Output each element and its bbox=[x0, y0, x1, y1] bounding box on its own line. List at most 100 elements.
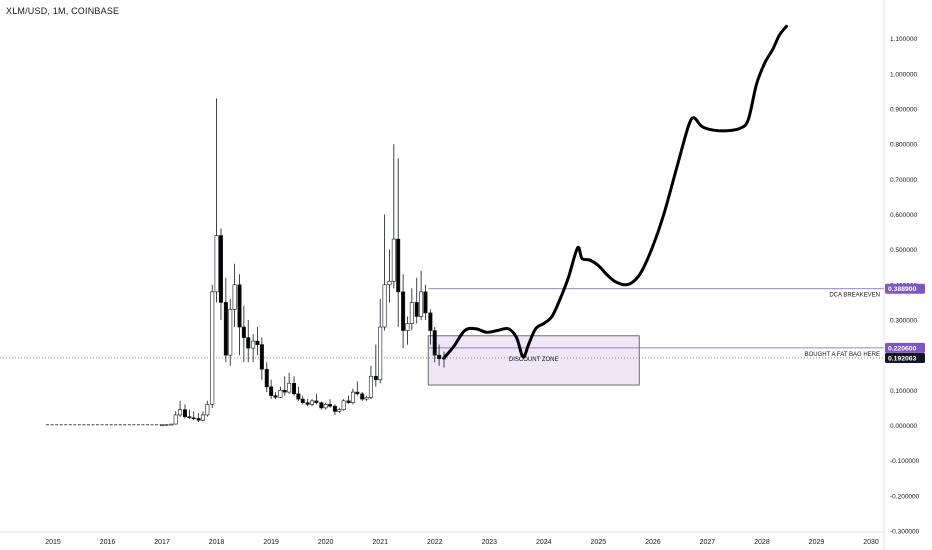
y-tick-label: -0.200000 bbox=[890, 493, 920, 500]
x-tick-label: 2021 bbox=[372, 539, 388, 546]
current-price-tag-text: 0.192063 bbox=[888, 355, 917, 362]
bag-line-label: BOUGHT A FAT BAG HERE bbox=[805, 352, 880, 358]
candle-body bbox=[287, 382, 292, 393]
y-axis[interactable]: 1.100000 1.000000 0.900000 0.800000 0.700000… bbox=[883, 0, 920, 550]
candle-body bbox=[205, 404, 210, 416]
candle-body bbox=[241, 326, 246, 338]
candle-body bbox=[178, 409, 183, 416]
candle-body bbox=[187, 416, 192, 419]
y-tick-label: 0.100000 bbox=[890, 388, 917, 395]
candle-body bbox=[300, 398, 305, 403]
candle-body bbox=[214, 235, 219, 293]
candle-body bbox=[269, 386, 274, 396]
bag-tag-text: 0.220600 bbox=[888, 345, 917, 352]
candle-body bbox=[437, 354, 442, 359]
x-tick-label: 2019 bbox=[263, 539, 279, 546]
x-tick-label: 2017 bbox=[154, 539, 170, 546]
candle-body bbox=[164, 424, 169, 426]
candle-body bbox=[273, 395, 278, 398]
x-tick-label: 2015 bbox=[45, 539, 61, 546]
candle-body bbox=[419, 291, 424, 317]
candle-body bbox=[296, 393, 301, 400]
x-tick-label: 2027 bbox=[700, 539, 716, 546]
y-tick-label: 0.800000 bbox=[890, 142, 917, 149]
y-tick-label: 0.300000 bbox=[890, 317, 917, 324]
projection-layer bbox=[442, 24, 788, 360]
x-tick-label: 2029 bbox=[809, 539, 825, 546]
y-tick-label: 0.500000 bbox=[890, 247, 917, 254]
candle-body bbox=[391, 238, 396, 282]
bag-tag-box bbox=[885, 342, 925, 353]
y-tick-label: 0.900000 bbox=[890, 106, 917, 113]
candle-body bbox=[332, 405, 337, 412]
candle-body bbox=[364, 397, 369, 400]
candle-body bbox=[169, 423, 174, 426]
candle-body bbox=[341, 400, 346, 410]
y-tick-label: 1.000000 bbox=[890, 71, 917, 78]
x-tick-label: 2020 bbox=[318, 539, 334, 546]
candle-body bbox=[314, 400, 319, 403]
candle-body bbox=[223, 302, 228, 356]
candle-body bbox=[428, 312, 433, 331]
x-axis[interactable]: 2015 2016 2017 2018 2019 2020 2021 2022 2023 2024… bbox=[0, 531, 884, 546]
candle-body bbox=[196, 418, 201, 421]
candle-body bbox=[237, 284, 242, 328]
dca-tag-text: 0.388900 bbox=[888, 286, 917, 293]
x-tick-label: 2024 bbox=[536, 539, 552, 546]
y-tick-label: -0.300000 bbox=[890, 529, 920, 536]
x-tick-label: 2016 bbox=[100, 539, 116, 546]
candle-body bbox=[355, 391, 360, 395]
x-tick-label: 2025 bbox=[591, 539, 607, 546]
x-tick-label: 2022 bbox=[427, 539, 443, 546]
candle-body bbox=[350, 391, 355, 403]
candle-body bbox=[387, 280, 392, 286]
projection-path bbox=[442, 24, 788, 360]
candle-body bbox=[378, 326, 383, 381]
candle-body bbox=[346, 400, 351, 403]
x-tick-label: 2018 bbox=[209, 539, 225, 546]
candle-body bbox=[382, 284, 387, 328]
candle-body bbox=[409, 302, 414, 324]
candle-body bbox=[328, 404, 333, 407]
x-tick-label: 2026 bbox=[645, 539, 661, 546]
candle-body bbox=[282, 390, 287, 393]
candle-body bbox=[255, 340, 260, 345]
candle-body bbox=[200, 414, 205, 421]
candle-body bbox=[182, 409, 187, 417]
candle-body bbox=[414, 302, 419, 317]
current-price-tag-box bbox=[885, 352, 925, 363]
y-tick-label: 0.600000 bbox=[890, 212, 917, 219]
candle-body bbox=[232, 284, 237, 310]
x-tick-label: 2023 bbox=[481, 539, 497, 546]
candle-body bbox=[292, 382, 297, 395]
candle-body bbox=[310, 400, 315, 405]
candle-body bbox=[246, 337, 251, 349]
y-tick-label: 1.100000 bbox=[890, 36, 917, 43]
candle-body bbox=[259, 344, 264, 370]
price-tags-layer: 0.388900 0.220600 0.192063 bbox=[885, 283, 925, 363]
discount-zone-box bbox=[427, 335, 640, 386]
chart-title: XLM/USD, 1M, COINBASE bbox=[6, 6, 120, 16]
candle-body bbox=[423, 291, 428, 314]
x-tick-label: 2030 bbox=[863, 539, 879, 546]
horizontal-lines-layer: DCA BREAKEVEN BOUGHT A FAT BAG HERE bbox=[0, 288, 884, 359]
zones-layer: DISCOUNT ZONE bbox=[427, 335, 640, 386]
candle-body bbox=[228, 309, 233, 356]
x-tick-label: 2028 bbox=[754, 539, 770, 546]
candle-body bbox=[305, 402, 310, 405]
candle-body bbox=[337, 409, 342, 412]
candle-body bbox=[191, 417, 196, 420]
candle-body bbox=[368, 375, 373, 398]
dca-tag-box bbox=[885, 283, 925, 294]
y-tick-label: 0.000000 bbox=[890, 423, 917, 430]
candle-body bbox=[396, 238, 401, 293]
candle-body bbox=[210, 291, 215, 405]
y-tick-label: -0.100000 bbox=[890, 458, 920, 465]
y-tick-label: 0.700000 bbox=[890, 177, 917, 184]
candle-body bbox=[319, 402, 324, 409]
candle-body bbox=[405, 323, 410, 331]
candle-body bbox=[373, 375, 378, 381]
candle-body bbox=[360, 393, 365, 400]
candle-body bbox=[160, 424, 165, 427]
